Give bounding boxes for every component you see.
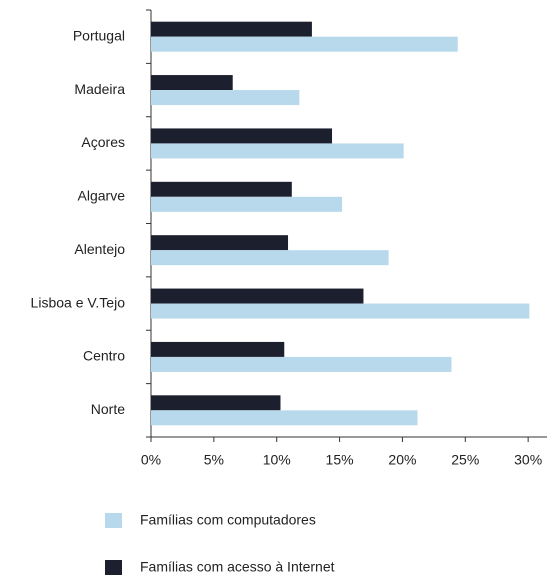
y-tick-label: Lisboa e V.Tejo — [31, 294, 126, 310]
y-tick-label: Algarve — [78, 188, 126, 204]
x-tick-label: 5% — [204, 452, 224, 468]
legend-label: Famílias com acesso à Internet — [140, 559, 335, 575]
x-tick-label: 10% — [263, 452, 291, 468]
y-tick-label: Açores — [81, 134, 125, 150]
bar — [151, 143, 404, 159]
bar — [151, 395, 281, 411]
y-tick-label: Norte — [91, 401, 125, 417]
bar — [151, 288, 364, 304]
x-tick-label: 20% — [388, 452, 416, 468]
legend-swatch — [105, 513, 122, 528]
bar — [151, 250, 389, 266]
x-tick-label: 0% — [141, 452, 161, 468]
legend-label: Famílias com computadores — [140, 512, 316, 528]
bar — [151, 410, 418, 426]
x-tick-label: 15% — [326, 452, 354, 468]
bar — [151, 90, 300, 106]
bar — [151, 181, 292, 197]
bar — [151, 36, 458, 52]
y-tick-label: Alentejo — [74, 241, 125, 257]
y-tick-label: Portugal — [73, 27, 125, 43]
bar — [151, 21, 312, 37]
bar — [151, 356, 452, 372]
y-tick-label: Centro — [83, 348, 125, 364]
bar — [151, 196, 343, 212]
bar — [151, 341, 285, 357]
x-tick-label: 25% — [451, 452, 479, 468]
bar — [151, 75, 233, 91]
bar — [151, 128, 333, 144]
bar — [151, 303, 530, 319]
y-tick-label: Madeira — [74, 81, 125, 97]
legend-swatch — [105, 560, 122, 575]
x-tick-label: 30% — [514, 452, 542, 468]
bar — [151, 235, 289, 251]
